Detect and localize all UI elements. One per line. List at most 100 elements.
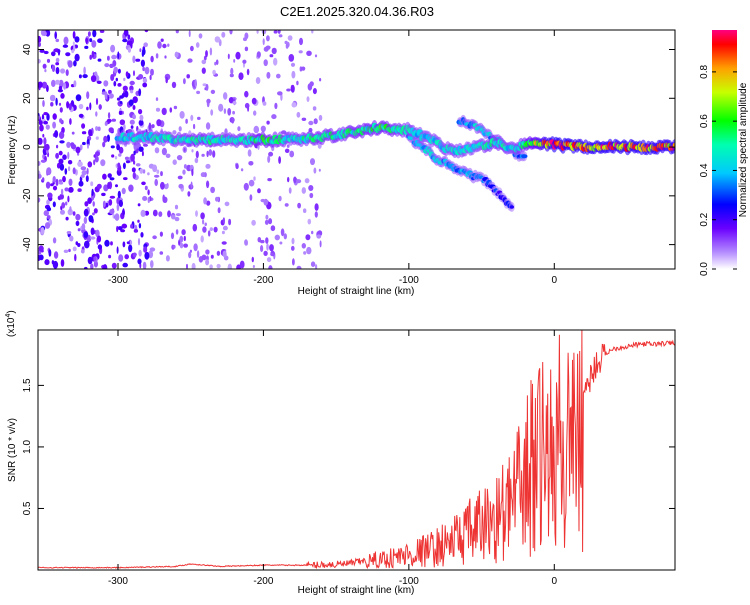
noise-blob (121, 187, 126, 195)
noise-blob (149, 247, 156, 252)
noise-blob (100, 159, 106, 167)
noise-blob (132, 96, 138, 104)
noise-blob (111, 118, 117, 122)
noise-blob (137, 219, 140, 223)
noise-blob (111, 262, 117, 269)
noise-blob (128, 244, 133, 253)
noise-blob (38, 197, 41, 203)
noise-blob (44, 143, 50, 151)
snr-x-axis: -300 -200 -100 0 (108, 330, 558, 587)
noise-blob (314, 211, 318, 218)
noise-blob (262, 38, 265, 46)
noise-blob (46, 167, 52, 176)
noise-blob (138, 146, 144, 152)
noise-blob (121, 93, 126, 98)
noise-blob (291, 245, 295, 251)
noise-blob (75, 94, 82, 102)
noise-blob (155, 53, 159, 59)
noise-blob (260, 125, 266, 132)
noise-blob (160, 171, 163, 177)
noise-blob (301, 187, 306, 194)
noise-blob (159, 231, 163, 237)
noise-blob (293, 176, 297, 184)
noise-blob (175, 30, 179, 34)
noise-blob (161, 147, 167, 156)
noise-blob (288, 54, 295, 62)
noise-blob (296, 179, 302, 184)
spectrogram-y-axis: -40 -20 0 20 40 (22, 44, 675, 252)
noise-blob (144, 66, 150, 75)
noise-blob (41, 81, 48, 89)
noise-blob (138, 119, 144, 126)
noise-blob (265, 237, 269, 244)
noise-blob (277, 91, 283, 96)
noise-blob (92, 212, 95, 216)
noise-blob (46, 199, 50, 206)
noise-blob (265, 214, 269, 220)
x-tick-label: -300 (108, 576, 128, 587)
noise-blob (80, 166, 87, 171)
noise-blob (103, 80, 109, 87)
snr-multiplier-base: (x10 (6, 317, 17, 337)
noise-blob (152, 164, 158, 173)
noise-blob (191, 149, 194, 153)
noise-blob (194, 157, 199, 164)
noise-blob (311, 30, 314, 34)
noise-blob (163, 183, 169, 190)
noise-blob (204, 222, 207, 227)
noise-blob (178, 126, 182, 132)
noise-blob (150, 68, 154, 75)
noise-blob (210, 89, 216, 94)
noise-blob (188, 251, 192, 259)
noise-blob (86, 234, 92, 243)
noise-blob (138, 249, 142, 257)
x-tick-label: -100 (399, 576, 419, 587)
noise-blob (206, 180, 210, 189)
noise-blob (42, 100, 45, 107)
noise-blob (221, 230, 225, 235)
y-tick-label: -40 (22, 237, 33, 252)
noise-blob (68, 166, 71, 172)
noise-blob (207, 230, 211, 237)
noise-blob (45, 181, 51, 189)
colorbar: 0.0 0.2 0.4 0.6 0.8 Normalized spectral ampl… (699, 30, 749, 276)
noise-blob (170, 232, 175, 240)
noise-blob (121, 223, 128, 229)
snr-multiplier-exp: 4 (5, 314, 12, 318)
noise-blob (255, 77, 261, 84)
noise-blob (298, 50, 303, 54)
noise-blob (46, 58, 51, 63)
noise-blob (205, 249, 210, 255)
noise-blob (143, 42, 148, 48)
y-tick-label: 1.0 (22, 440, 33, 454)
noise-blob (43, 137, 47, 146)
snr-frame (37, 329, 676, 571)
noise-blob (95, 136, 99, 140)
noise-blob (247, 105, 250, 112)
noise-blob (215, 196, 219, 202)
colorbar-tick-label: 0.8 (699, 64, 710, 78)
noise-blob (139, 48, 142, 53)
noise-blob (314, 54, 318, 58)
noise-blob (227, 263, 232, 269)
noise-blob (117, 68, 121, 74)
noise-blob (142, 169, 146, 174)
noise-blob (174, 204, 179, 210)
noise-blob (236, 264, 241, 269)
noise-blob (154, 174, 160, 178)
noise-blob (51, 51, 56, 57)
noise-blob (151, 124, 155, 129)
noise-blob (147, 196, 150, 204)
noise-blob (86, 168, 89, 175)
noise-blob (266, 243, 269, 251)
noise-blob (97, 58, 102, 62)
noise-blob (77, 161, 83, 168)
noise-blob (206, 150, 209, 158)
noise-blob (47, 215, 51, 220)
noise-blob (81, 223, 86, 231)
noise-blob (316, 234, 322, 239)
noise-blob (124, 90, 129, 98)
noise-blob (195, 42, 200, 48)
noise-blob (222, 217, 225, 224)
noise-blob (296, 80, 299, 86)
